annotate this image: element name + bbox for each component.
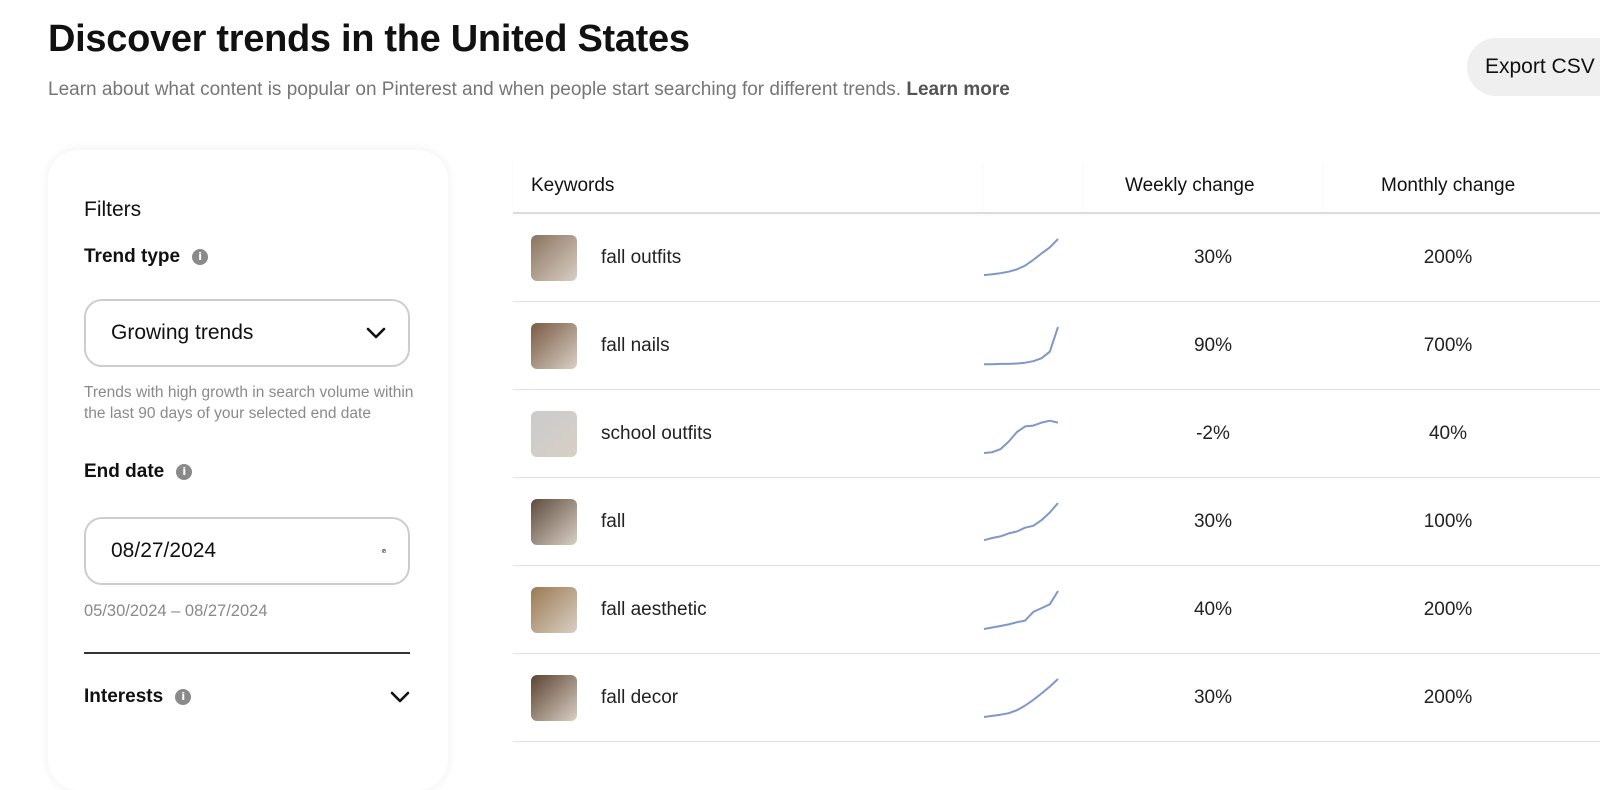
monthly-change-header-label: Monthly change <box>1381 175 1516 196</box>
end-date-field[interactable] <box>84 517 410 585</box>
trend-line <box>983 677 1059 718</box>
weekly-change-header-label: Weekly change <box>1125 175 1255 196</box>
keyword-thumbnail <box>531 322 577 369</box>
weekly-change-value: 40% <box>1083 565 1323 654</box>
table-header-row: Keywords Weekly change Monthly change <box>513 160 1600 214</box>
trend-type-value: Growing trends <box>111 321 254 344</box>
chevron-down-icon <box>390 691 410 703</box>
trend-sparkline <box>983 419 1059 454</box>
trend-sparkline-cell <box>983 301 1083 390</box>
keyword-label[interactable]: fall <box>601 510 626 532</box>
trend-type-label-row: Trend type i <box>84 246 209 268</box>
trend-sparkline <box>983 237 1059 276</box>
table-row[interactable]: fall aesthetic 40% 200% <box>513 565 1600 654</box>
trend-type-help: Trends with high growth in search volume… <box>84 384 414 422</box>
trend-line <box>983 501 1059 541</box>
trend-header <box>983 160 1083 214</box>
keyword-thumbnail <box>531 586 577 633</box>
keyword-cell-content: school outfits <box>513 410 983 457</box>
keyword-cell-content: fall outfits <box>513 234 983 281</box>
monthly-change-value: 100% <box>1323 477 1600 566</box>
trend-sparkline <box>983 501 1059 541</box>
weekly-change-value: -2% <box>1083 389 1323 478</box>
learn-more-link[interactable]: Learn more <box>906 79 1010 100</box>
trend-line <box>983 589 1059 630</box>
keywords-header: Keywords <box>513 160 983 214</box>
monthly-change-value: 700% <box>1323 301 1600 390</box>
date-range-text: 05/30/2024 – 08/27/2024 <box>84 602 268 620</box>
keyword-thumbnail <box>531 234 577 281</box>
keyword-cell: fall <box>513 477 983 566</box>
trend-line <box>983 237 1059 276</box>
filters-panel: Filters Trend type i Growing trends Tren… <box>48 150 448 790</box>
keyword-label[interactable]: fall aesthetic <box>601 598 707 620</box>
page-title: Discover trends in the United States <box>48 18 690 60</box>
table-row[interactable]: fall 30% 100% <box>513 477 1600 566</box>
keywords-header-label: Keywords <box>531 175 615 196</box>
monthly-change-value: 200% <box>1323 653 1600 742</box>
keyword-label[interactable]: fall nails <box>601 334 670 356</box>
keyword-cell: fall aesthetic <box>513 565 983 654</box>
page-subtitle: Learn about what content is popular on P… <box>48 79 1010 101</box>
trend-sparkline-cell <box>983 213 1083 302</box>
keyword-thumbnail <box>531 498 577 545</box>
info-icon[interactable]: i <box>192 249 209 265</box>
interests-dropdown[interactable]: Interests i <box>84 674 410 720</box>
monthly-change-value: 200% <box>1323 213 1600 302</box>
monthly-change-header[interactable]: Monthly change <box>1323 160 1600 214</box>
weekly-change-header[interactable]: Weekly change <box>1083 160 1323 214</box>
trend-sparkline <box>983 589 1059 630</box>
keyword-label[interactable]: school outfits <box>601 422 712 444</box>
export-csv-button[interactable]: Export CSV <box>1467 38 1600 96</box>
info-icon[interactable]: i <box>175 689 192 705</box>
keyword-cell-content: fall <box>513 498 983 545</box>
weekly-change-value: 30% <box>1083 213 1323 302</box>
monthly-change-value: 40% <box>1323 389 1600 478</box>
table-row[interactable]: fall nails 90% 700% <box>513 301 1600 390</box>
keyword-cell-content: fall decor <box>513 674 983 721</box>
interests-label-row: Interests i <box>84 686 390 708</box>
keyword-thumbnail <box>531 674 577 721</box>
trend-sparkline-cell <box>983 565 1083 654</box>
end-date-label: End date <box>84 461 165 482</box>
trend-sparkline-cell <box>983 653 1083 742</box>
weekly-change-value: 90% <box>1083 301 1323 390</box>
trend-line <box>984 326 1059 365</box>
trend-sparkline <box>984 326 1059 365</box>
trend-type-label: Trend type <box>84 246 181 267</box>
weekly-change-value: 30% <box>1083 477 1323 566</box>
keyword-thumbnail <box>531 410 577 457</box>
filters-divider <box>84 652 410 654</box>
trends-table: Keywords Weekly change Monthly change fa… <box>513 160 1600 742</box>
interests-label: Interests <box>84 686 164 707</box>
trend-sparkline-cell <box>983 389 1083 478</box>
filters-title: Filters <box>84 198 142 221</box>
keyword-cell-content: fall aesthetic <box>513 586 983 633</box>
trend-sparkline-cell <box>983 477 1083 566</box>
keyword-cell-content: fall nails <box>513 322 983 369</box>
monthly-change-value: 200% <box>1323 565 1600 654</box>
subtitle-text: Learn about what content is popular on P… <box>48 79 902 100</box>
end-date-input[interactable] <box>111 539 382 563</box>
info-icon[interactable]: i <box>176 464 193 480</box>
trend-line <box>983 419 1059 454</box>
table-row[interactable]: school outfits -2% 40% <box>513 389 1600 478</box>
keyword-cell: fall nails <box>513 301 983 390</box>
table-row[interactable]: fall outfits 30% 200% <box>513 213 1600 302</box>
end-date-label-row: End date i <box>84 461 193 483</box>
keyword-label[interactable]: fall decor <box>601 686 679 708</box>
keyword-cell: fall decor <box>513 653 983 742</box>
trend-type-select[interactable]: Growing trends <box>84 299 410 367</box>
calendar-icon[interactable] <box>382 540 386 562</box>
chevron-down-icon <box>366 327 386 339</box>
keyword-cell: fall outfits <box>513 213 983 302</box>
table-row[interactable]: fall decor 30% 200% <box>513 653 1600 742</box>
keyword-cell: school outfits <box>513 389 983 478</box>
keyword-label[interactable]: fall outfits <box>601 246 682 268</box>
weekly-change-value: 30% <box>1083 653 1323 742</box>
trend-sparkline <box>983 677 1059 718</box>
